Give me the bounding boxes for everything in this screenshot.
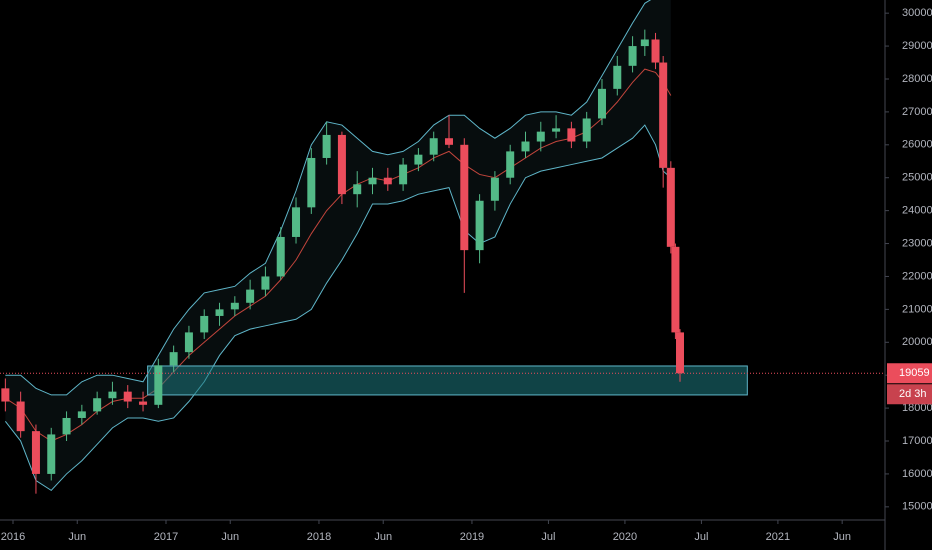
candle-body — [322, 134, 331, 158]
candle-body — [651, 39, 660, 63]
candle-body — [383, 177, 392, 185]
y-tick-label: 20000 — [902, 336, 932, 348]
candle-body — [230, 302, 239, 310]
candle-body — [414, 154, 423, 165]
y-tick-label: 24000 — [902, 205, 932, 217]
candle-body — [640, 39, 649, 47]
candle-body — [368, 177, 377, 185]
y-tick-label: 23000 — [902, 237, 932, 249]
candle-body — [552, 128, 561, 132]
y-tick-label: 17000 — [902, 435, 932, 447]
candle-body — [671, 246, 680, 333]
candle-body — [31, 431, 40, 474]
candle-body — [490, 177, 499, 201]
candle-body — [506, 151, 515, 178]
x-tick-label: Jul — [694, 531, 708, 543]
y-tick-label: 27000 — [902, 106, 932, 118]
plot-area — [1, 0, 748, 494]
candle-body — [139, 401, 148, 405]
candle-body — [597, 88, 606, 119]
candle-body — [276, 236, 285, 277]
candle-body — [399, 164, 408, 185]
x-tick-label: 2019 — [460, 531, 484, 543]
candle-body — [536, 131, 545, 142]
candle-body — [1, 388, 10, 402]
candle-body — [246, 289, 255, 303]
candle-body — [659, 62, 668, 168]
candle-body — [123, 391, 132, 402]
candle-body — [62, 417, 71, 435]
x-tick-label: Jul — [541, 531, 555, 543]
x-tick-label: Jun — [221, 531, 239, 543]
candle-body — [261, 276, 270, 290]
candle-body — [613, 65, 622, 89]
candle-body — [567, 128, 576, 142]
y-tick-label: 26000 — [902, 139, 932, 151]
candle-body — [521, 141, 530, 152]
y-tick-label: 28000 — [902, 73, 932, 85]
candle-body — [353, 184, 362, 195]
candle-body — [429, 138, 438, 155]
candle-body — [215, 309, 224, 316]
candle-body — [47, 434, 56, 474]
candle-body — [93, 398, 102, 412]
y-tick-label: 21000 — [902, 303, 932, 315]
y-tick-label: 18000 — [902, 402, 932, 414]
candle-body — [337, 134, 346, 195]
y-tick-label: 25000 — [902, 172, 932, 184]
y-tick-label: 30000 — [902, 7, 932, 19]
candle-body — [169, 352, 178, 366]
lower-band — [4, 124, 672, 492]
candle-body — [200, 315, 209, 333]
y-tick-label: 22000 — [902, 270, 932, 282]
candle-body — [445, 138, 454, 145]
countdown-label: 2d 3h — [899, 388, 927, 400]
x-tick-label: Jun — [374, 531, 392, 543]
y-tick-label: 29000 — [902, 40, 932, 52]
x-tick-label: 2021 — [766, 531, 790, 543]
candle-body — [16, 401, 25, 432]
x-tick-label: Jun — [833, 531, 851, 543]
candle-body — [676, 332, 685, 374]
y-tick-label: 16000 — [902, 468, 932, 480]
candle-body — [582, 118, 591, 142]
x-tick-label: 2017 — [154, 531, 178, 543]
last-price-box — [887, 363, 932, 384]
upper-band — [5, 0, 652, 396]
x-tick-label: 2016 — [1, 531, 25, 543]
x-tick-label: 2018 — [307, 531, 331, 543]
candle-body — [154, 365, 163, 405]
candle-body — [666, 167, 675, 247]
y-tick-label: 15000 — [902, 501, 932, 513]
candle-body — [475, 200, 484, 251]
middle-band — [5, 68, 672, 442]
candle-body — [307, 157, 316, 208]
candle-body — [184, 332, 193, 353]
last-price-label: 19059 — [899, 367, 930, 379]
candle-body — [292, 207, 301, 237]
x-tick-label: Jun — [68, 531, 86, 543]
candle-body — [628, 46, 637, 66]
countdown-box — [887, 384, 932, 405]
support-zone — [147, 365, 748, 396]
candle-body — [108, 391, 117, 399]
candle-body — [460, 144, 469, 251]
x-tick-label: 2020 — [613, 531, 637, 543]
candle-body — [77, 411, 86, 418]
